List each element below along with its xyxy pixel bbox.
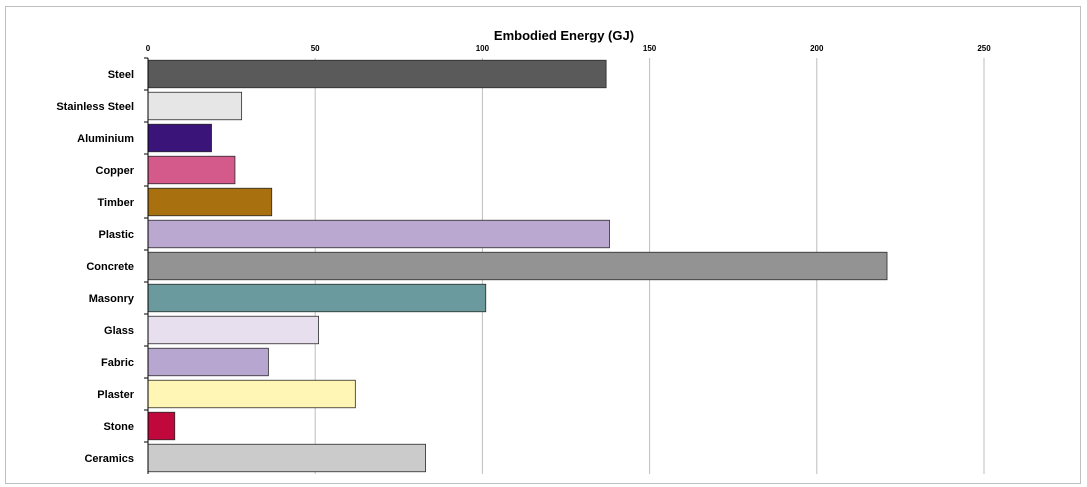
category-label: Steel bbox=[108, 69, 134, 81]
category-label: Plastic bbox=[99, 229, 134, 241]
bar-plaster bbox=[147, 379, 356, 409]
category-label: Concrete bbox=[86, 261, 134, 273]
category-label: Plaster bbox=[97, 389, 134, 401]
category-label: Stainless Steel bbox=[56, 101, 134, 113]
category-label: Timber bbox=[98, 197, 135, 209]
bar-concrete bbox=[147, 251, 888, 281]
category-label: Aluminium bbox=[77, 133, 134, 145]
category-label: Copper bbox=[96, 165, 135, 177]
category-label: Stone bbox=[103, 421, 134, 433]
x-tick-label: 0 bbox=[146, 44, 151, 53]
bar-masonry bbox=[147, 283, 487, 313]
bar-steel bbox=[147, 59, 607, 89]
bars bbox=[147, 59, 888, 473]
bar-ceramics bbox=[147, 443, 426, 473]
bar-aluminium bbox=[147, 123, 212, 153]
category-label: Masonry bbox=[89, 293, 135, 305]
chart-title: Embodied Energy (GJ) bbox=[494, 28, 634, 43]
category-labels: Steel Stainless Steel Aluminium Copper Timbe… bbox=[56, 57, 148, 465]
x-tick-label: 150 bbox=[643, 44, 657, 53]
bar-stainless-steel bbox=[147, 91, 243, 121]
bar-timber bbox=[147, 187, 273, 217]
bar-copper bbox=[147, 155, 236, 185]
bar-glass bbox=[147, 315, 319, 345]
x-axis-ticks: 0 50 100 150 200 250 bbox=[146, 44, 991, 53]
x-tick-label: 200 bbox=[810, 44, 824, 53]
bar-fabric bbox=[147, 347, 269, 377]
category-label: Glass bbox=[104, 325, 134, 337]
bar-stone bbox=[147, 411, 176, 441]
x-tick-label: 50 bbox=[311, 44, 320, 53]
category-label: Fabric bbox=[101, 357, 134, 369]
category-label: Ceramics bbox=[84, 453, 134, 465]
bar-plastic bbox=[147, 219, 610, 249]
x-tick-label: 100 bbox=[476, 44, 490, 53]
x-tick-label: 250 bbox=[977, 44, 991, 53]
